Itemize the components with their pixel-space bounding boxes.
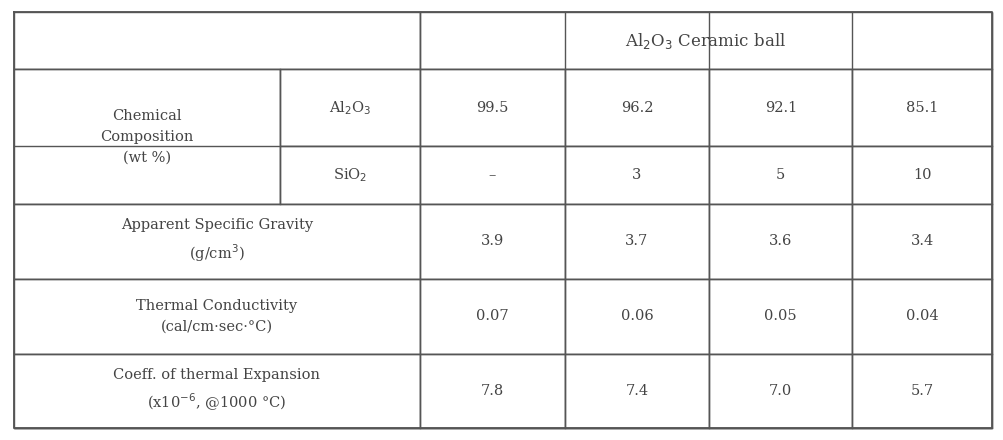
Bar <box>14 353 419 428</box>
Text: 3: 3 <box>632 168 641 182</box>
Text: SiO$_2$: SiO$_2$ <box>332 166 367 184</box>
Text: 7.4: 7.4 <box>625 384 648 398</box>
Text: 3.6: 3.6 <box>768 234 791 248</box>
Text: 0.06: 0.06 <box>620 309 653 323</box>
Text: Thermal Conductivity
(cal/cm·sec·°C): Thermal Conductivity (cal/cm·sec·°C) <box>136 299 297 334</box>
Text: 0.07: 0.07 <box>475 309 509 323</box>
Text: 85.1: 85.1 <box>905 101 938 115</box>
Text: 5.7: 5.7 <box>910 384 933 398</box>
Bar <box>852 147 991 204</box>
Bar <box>280 70 419 147</box>
Text: Al$_2$O$_3$: Al$_2$O$_3$ <box>329 99 371 117</box>
Text: 96.2: 96.2 <box>620 101 653 115</box>
Bar <box>564 70 709 147</box>
Text: 99.5: 99.5 <box>475 101 508 115</box>
Text: 7.0: 7.0 <box>768 384 791 398</box>
Bar <box>419 353 564 428</box>
Bar <box>419 279 564 353</box>
Text: 7.8: 7.8 <box>480 384 504 398</box>
Text: 0.05: 0.05 <box>763 309 796 323</box>
Bar <box>564 353 709 428</box>
Bar <box>280 147 419 204</box>
Bar <box>709 147 852 204</box>
Text: 0.04: 0.04 <box>905 309 938 323</box>
Text: 3.7: 3.7 <box>625 234 648 248</box>
Bar <box>709 353 852 428</box>
Bar <box>14 279 419 353</box>
Text: Coeff. of thermal Expansion
(x10$^{-6}$, @1000 °C): Coeff. of thermal Expansion (x10$^{-6}$,… <box>113 368 320 414</box>
Bar <box>419 70 564 147</box>
Bar <box>564 279 709 353</box>
Bar <box>419 147 564 204</box>
Text: 10: 10 <box>912 168 931 182</box>
Text: 92.1: 92.1 <box>764 101 796 115</box>
Bar <box>852 204 991 279</box>
Text: 3.4: 3.4 <box>910 234 933 248</box>
Bar <box>709 204 852 279</box>
Bar <box>14 204 419 279</box>
Text: –: – <box>488 168 495 182</box>
Text: Chemical
Composition
(wt %): Chemical Composition (wt %) <box>100 109 194 164</box>
Bar <box>419 12 991 70</box>
Text: Al$_2$O$_3$ Ceramic ball: Al$_2$O$_3$ Ceramic ball <box>625 31 785 51</box>
Bar <box>709 279 852 353</box>
Bar <box>14 70 280 204</box>
Text: Apparent Specific Gravity
(g/cm$^3$): Apparent Specific Gravity (g/cm$^3$) <box>120 218 313 264</box>
Bar <box>852 353 991 428</box>
Bar <box>852 279 991 353</box>
Bar <box>419 204 564 279</box>
Bar <box>709 70 852 147</box>
Bar <box>564 204 709 279</box>
Text: 3.9: 3.9 <box>480 234 504 248</box>
Bar <box>564 147 709 204</box>
Bar <box>14 12 419 70</box>
Bar <box>852 70 991 147</box>
Text: 5: 5 <box>775 168 784 182</box>
